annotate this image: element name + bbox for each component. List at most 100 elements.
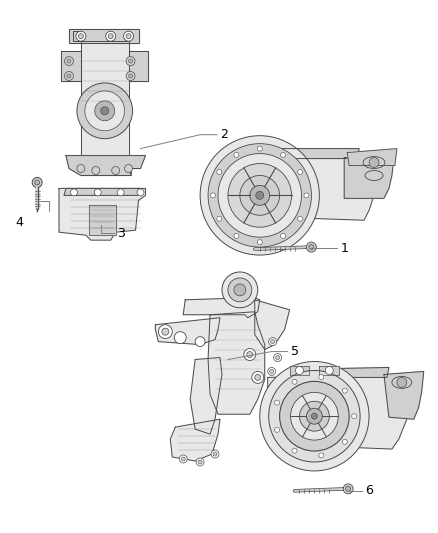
Circle shape — [85, 91, 124, 131]
Circle shape — [256, 191, 264, 199]
Circle shape — [129, 59, 133, 63]
Ellipse shape — [392, 376, 412, 389]
Polygon shape — [59, 188, 145, 240]
Circle shape — [218, 154, 301, 237]
Ellipse shape — [363, 157, 385, 168]
Polygon shape — [69, 29, 138, 43]
Circle shape — [268, 367, 276, 375]
Circle shape — [346, 486, 351, 491]
Polygon shape — [319, 367, 339, 375]
Circle shape — [343, 388, 347, 393]
Polygon shape — [66, 156, 145, 175]
Circle shape — [228, 278, 252, 302]
Circle shape — [126, 34, 131, 39]
Circle shape — [64, 71, 74, 80]
Circle shape — [325, 367, 333, 375]
Circle shape — [309, 245, 314, 249]
Circle shape — [228, 164, 292, 227]
Circle shape — [343, 484, 353, 494]
Circle shape — [76, 31, 86, 41]
Polygon shape — [208, 312, 265, 414]
Text: 1: 1 — [340, 241, 348, 255]
Circle shape — [268, 337, 277, 345]
Polygon shape — [344, 158, 394, 198]
Circle shape — [196, 458, 204, 466]
Circle shape — [222, 272, 258, 308]
Polygon shape — [347, 149, 397, 166]
Circle shape — [270, 369, 274, 374]
Circle shape — [126, 71, 135, 80]
Circle shape — [319, 453, 324, 458]
Circle shape — [64, 56, 74, 66]
Circle shape — [211, 450, 219, 458]
Circle shape — [311, 413, 318, 419]
Circle shape — [247, 352, 253, 358]
Circle shape — [35, 180, 40, 185]
Circle shape — [343, 439, 347, 445]
Polygon shape — [222, 156, 379, 220]
Circle shape — [304, 193, 309, 198]
Circle shape — [95, 101, 115, 121]
Circle shape — [397, 377, 407, 387]
Circle shape — [257, 146, 262, 151]
Circle shape — [77, 165, 85, 173]
Polygon shape — [129, 51, 148, 81]
Polygon shape — [384, 372, 424, 419]
Polygon shape — [290, 367, 309, 375]
Circle shape — [129, 74, 133, 78]
Circle shape — [174, 332, 186, 344]
Circle shape — [101, 107, 109, 115]
Circle shape — [137, 189, 144, 196]
Circle shape — [298, 169, 303, 174]
Polygon shape — [89, 205, 116, 235]
Circle shape — [162, 328, 169, 335]
Circle shape — [92, 166, 100, 174]
Circle shape — [108, 34, 113, 39]
Text: 2: 2 — [220, 128, 228, 141]
Circle shape — [307, 408, 322, 424]
Polygon shape — [73, 31, 131, 175]
Circle shape — [292, 379, 297, 384]
Circle shape — [250, 185, 270, 205]
Text: 4: 4 — [15, 216, 23, 229]
Circle shape — [234, 233, 239, 238]
Circle shape — [181, 457, 185, 461]
Circle shape — [217, 169, 222, 174]
Polygon shape — [170, 419, 220, 461]
Polygon shape — [155, 318, 220, 345]
Circle shape — [217, 216, 222, 221]
Circle shape — [307, 242, 316, 252]
Circle shape — [67, 59, 71, 63]
Circle shape — [117, 189, 124, 196]
Circle shape — [298, 216, 303, 221]
Circle shape — [78, 34, 83, 39]
Circle shape — [126, 56, 135, 66]
Circle shape — [200, 136, 319, 255]
Polygon shape — [190, 358, 222, 434]
Polygon shape — [61, 51, 81, 81]
Circle shape — [352, 414, 357, 419]
Circle shape — [300, 401, 329, 431]
Circle shape — [252, 372, 264, 383]
Circle shape — [234, 152, 239, 157]
Circle shape — [94, 189, 101, 196]
Circle shape — [198, 460, 202, 464]
Circle shape — [211, 193, 215, 198]
Polygon shape — [255, 300, 290, 350]
Polygon shape — [64, 188, 141, 196]
Circle shape — [369, 158, 379, 167]
Circle shape — [67, 74, 71, 78]
Circle shape — [179, 455, 187, 463]
Circle shape — [274, 353, 282, 361]
Circle shape — [159, 325, 172, 338]
Circle shape — [77, 83, 133, 139]
Circle shape — [195, 337, 205, 346]
Circle shape — [71, 189, 78, 196]
Circle shape — [275, 400, 279, 405]
Circle shape — [257, 240, 262, 245]
Polygon shape — [288, 367, 389, 377]
Circle shape — [213, 452, 217, 456]
Circle shape — [292, 448, 297, 453]
Circle shape — [279, 382, 349, 451]
Circle shape — [124, 165, 133, 173]
